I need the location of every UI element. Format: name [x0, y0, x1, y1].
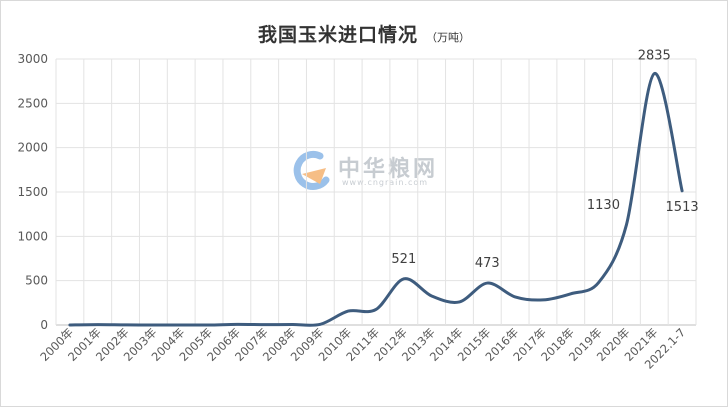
y-tick-label: 1500 [17, 185, 48, 199]
y-axis: 0 500 1000 1500 2000 2500 3000 [17, 52, 48, 332]
grid-lines [55, 58, 697, 326]
chart-title: 我国玉米进口情况 [257, 24, 418, 46]
data-label: 1130 [587, 198, 620, 213]
watermark: 中华粮网 www.cngrain.com [290, 150, 460, 190]
data-label: 1513 [666, 200, 699, 215]
y-tick-label: 1000 [17, 229, 48, 243]
y-tick-label: 500 [25, 274, 48, 288]
y-tick-label: 0 [40, 318, 48, 332]
series-line [68, 72, 684, 327]
data-label: 2835 [638, 49, 671, 64]
data-label: 473 [475, 256, 500, 271]
chart-title-block: 我国玉米进口情况 （万吨） [0, 20, 728, 47]
y-tick-label: 2500 [17, 96, 48, 110]
watermark-brand: 中华粮网 [338, 156, 439, 182]
watermark-logo-icon [293, 150, 330, 190]
data-label: 521 [391, 252, 416, 267]
plot-area [68, 72, 684, 327]
y-tick-label: 2000 [17, 141, 48, 155]
data-labels: 521 473 1130 2835 1513 [391, 49, 698, 271]
watermark-url: www.cngrain.com [342, 178, 429, 187]
y-tick-label: 3000 [17, 52, 48, 66]
chart-unit: （万吨） [426, 31, 470, 44]
x-axis: 2000年2001年2002年2003年2004年2005年2006年2007年… [37, 325, 688, 371]
